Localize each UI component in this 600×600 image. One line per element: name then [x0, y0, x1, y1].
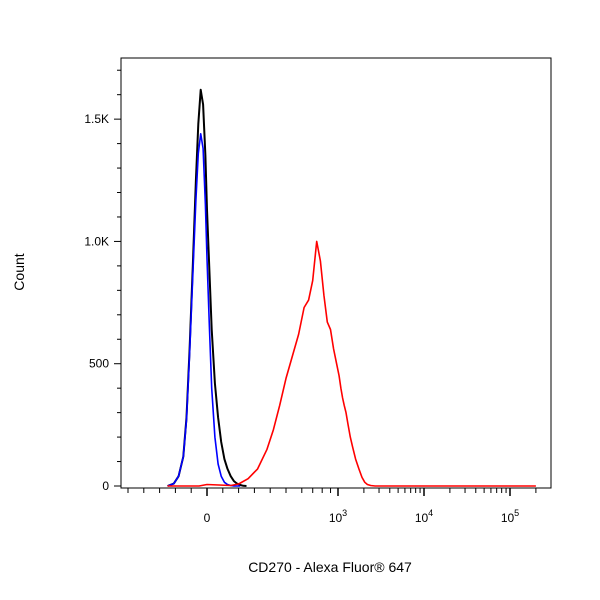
y-axis-title: Count — [11, 253, 27, 290]
y-tick-label: 0 — [102, 479, 109, 493]
x-axis-title: CD270 - Alexa Fluor® 647 — [248, 559, 412, 575]
plot-frame — [120, 57, 552, 489]
histogram-series-1 — [167, 88, 247, 487]
histogram-series-3 — [167, 240, 536, 487]
x-tick-label: 104 — [415, 508, 433, 525]
y-tick-label: 500 — [89, 357, 109, 371]
y-axis: 0 500 1.0K 1.5K — [84, 69, 121, 493]
x-tick-label: 105 — [501, 508, 519, 525]
y-tick-label: 1.0K — [84, 234, 109, 248]
x-tick-label: 103 — [329, 508, 347, 525]
x-axis: 0 103 104 105 — [127, 488, 537, 525]
series-layer — [167, 88, 536, 487]
y-tick-label: 1.5K — [84, 112, 109, 126]
x-tick-label: 0 — [204, 511, 211, 525]
histogram-series-2 — [167, 133, 241, 487]
